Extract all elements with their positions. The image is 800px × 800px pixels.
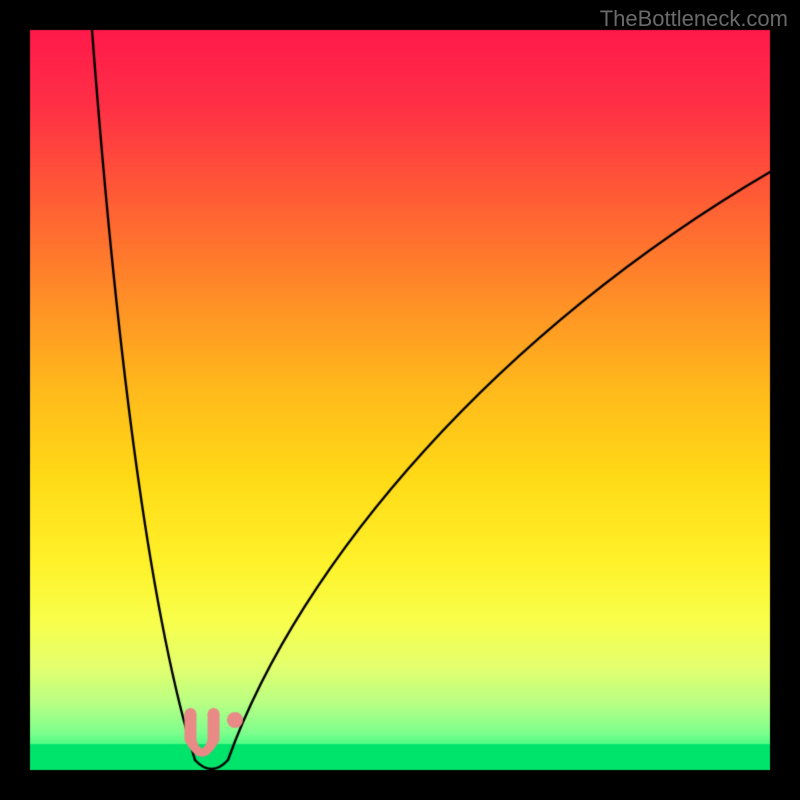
chart-root: TheBottleneck.com bbox=[0, 0, 800, 800]
bottleneck-chart-canvas bbox=[0, 0, 800, 800]
watermark-text: TheBottleneck.com bbox=[600, 6, 788, 32]
